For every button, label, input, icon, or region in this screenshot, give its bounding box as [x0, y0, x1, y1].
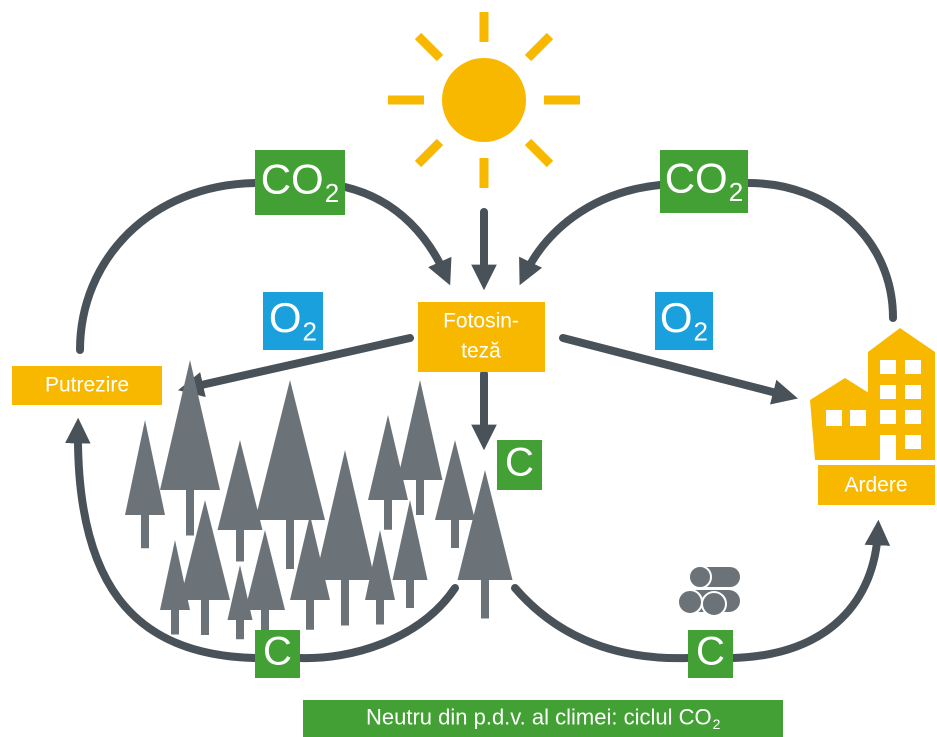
tree-trunk	[261, 610, 269, 638]
label-box	[263, 292, 323, 350]
tree-trunk	[171, 610, 179, 635]
tree	[392, 500, 428, 580]
tree-trunk	[286, 520, 294, 569]
tree	[435, 440, 475, 520]
tree-trunk	[384, 500, 392, 530]
tree	[125, 420, 165, 515]
tree	[245, 530, 285, 610]
tree-trunk	[451, 520, 459, 548]
logs-icon	[677, 565, 740, 617]
house-icon	[810, 328, 935, 460]
label-box	[255, 630, 300, 678]
tree-trunk	[141, 515, 149, 549]
arrows	[65, 179, 897, 663]
tree-trunk	[376, 600, 384, 625]
label-text: O	[660, 294, 693, 341]
label-text: Neutru din p.d.v. al climei: ciclul CO	[366, 704, 712, 729]
tree	[365, 530, 395, 600]
tree-trunk	[416, 480, 424, 515]
label-text: C	[263, 630, 292, 674]
tree	[397, 380, 443, 480]
label-text: O	[269, 294, 302, 341]
decay-label: Putrezire	[45, 374, 129, 397]
label-text: CO	[665, 155, 728, 202]
label-subscript: 2	[729, 177, 743, 207]
tree	[368, 415, 408, 500]
tree	[457, 470, 513, 580]
tree	[255, 380, 325, 520]
tree	[217, 440, 263, 530]
label-box	[660, 150, 748, 213]
tree	[180, 500, 230, 600]
forest	[125, 360, 513, 640]
label-text: C	[505, 441, 534, 485]
combustion-box	[818, 465, 935, 505]
photosynthesis-box	[418, 302, 545, 372]
tree-trunk	[306, 600, 314, 630]
sun	[388, 12, 580, 188]
decay-box	[12, 366, 162, 405]
tree-trunk	[236, 620, 244, 640]
label-box	[655, 292, 713, 350]
tree-trunk	[406, 580, 414, 608]
label-box	[688, 630, 733, 678]
tree-trunk	[341, 580, 349, 626]
tree-trunk	[201, 600, 209, 635]
tree	[227, 565, 253, 620]
photosynthesis-label: teză	[461, 340, 501, 363]
combustion-label: Ardere	[844, 474, 907, 497]
label-subscript: 2	[694, 316, 708, 346]
photosynthesis-label: Fotosin-	[443, 310, 519, 333]
label-box	[255, 150, 345, 215]
label-text: C	[696, 630, 725, 674]
label-subscript: 2	[713, 716, 721, 732]
label-subscript: 2	[303, 316, 317, 346]
label-text: CO	[261, 156, 324, 203]
label-box	[497, 440, 542, 490]
tree	[290, 515, 330, 600]
tree-trunk	[186, 490, 194, 536]
label-subscript: 2	[325, 178, 339, 208]
tree-trunk	[481, 580, 489, 619]
label-box	[303, 700, 783, 737]
tree	[160, 540, 190, 610]
tree	[160, 360, 220, 490]
tree	[315, 450, 375, 580]
tree-trunk	[236, 530, 244, 562]
